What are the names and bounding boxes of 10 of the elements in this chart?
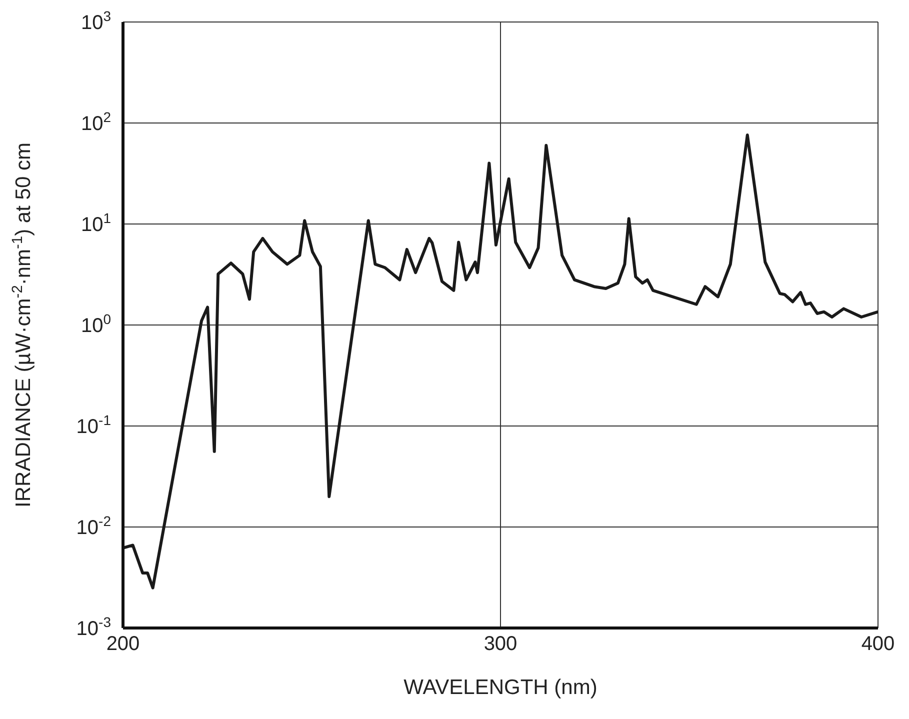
y-tick-label: 10$^{3}$	[80, 8, 112, 34]
y-tick-label: 10$^{0}$	[80, 311, 112, 337]
y-tick-label: 10$^{-2}$	[76, 513, 112, 539]
x-tick-label: 200	[106, 633, 140, 656]
x-axis-title: WAVELENGTH (nm)	[404, 676, 598, 699]
y-tick-label: 10$^{2}$	[80, 109, 112, 135]
y-tick-label: 10$^{1}$	[80, 210, 112, 236]
x-tick-label: 300	[484, 633, 518, 656]
y-tick-label: 10$^{-1}$	[76, 412, 112, 438]
x-tick-label: 400	[861, 633, 895, 656]
